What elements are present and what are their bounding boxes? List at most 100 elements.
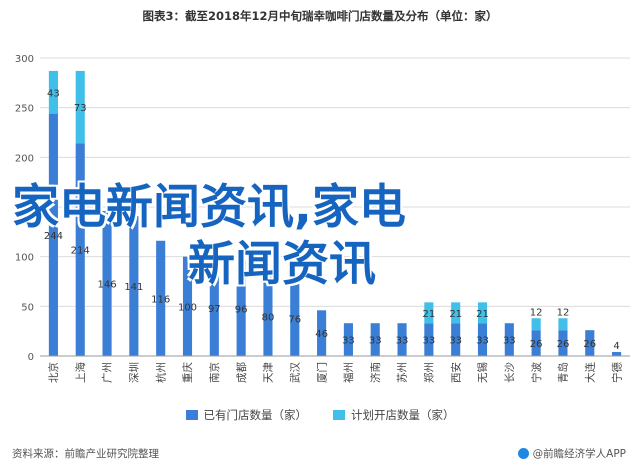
- bar-existing: [451, 323, 461, 356]
- data-label-existing: 26: [530, 339, 543, 350]
- x-tick-label: 无锡: [476, 362, 489, 383]
- bar-existing: [236, 260, 246, 356]
- data-label-existing: 26: [557, 339, 570, 350]
- y-tick-label: 0: [28, 352, 34, 363]
- x-tick-label: 杭州: [154, 362, 167, 383]
- legend: 已有门店数量（家） 计划开店数量（家）: [0, 407, 640, 423]
- data-label-planned: 43: [47, 88, 60, 99]
- x-tick-label: 郑州: [423, 362, 436, 383]
- data-label-planned: 12: [557, 307, 570, 318]
- x-tick-label: 天津: [263, 362, 275, 383]
- bar-existing: [290, 280, 300, 356]
- x-tick-label: 深圳: [129, 362, 141, 383]
- x-axis: 北京 上海 广州 深圳 杭州 重庆 南京 成都 天津 武汉 厦门 福州 济南 苏州 郑州 西安 无锡 长沙 宁波 青岛…: [47, 362, 623, 383]
- data-label-existing: 244: [44, 231, 63, 242]
- x-tick-label: 宁德: [610, 362, 623, 383]
- bar-existing: [182, 256, 193, 356]
- bar-planned: [424, 302, 434, 324]
- legend-item-planned: 计划开店数量（家）: [333, 407, 455, 423]
- data-label-existing: 116: [151, 294, 170, 305]
- chart-title: 图表3：截至2018年12月中旬瑞幸咖啡门店数量及分布（单位：家）: [142, 9, 498, 23]
- data-label-existing: 33: [369, 336, 382, 347]
- legend-swatch-existing: [185, 410, 198, 420]
- data-label-existing: 76: [288, 314, 301, 325]
- legend-label-planned: 计划开店数量（家）: [351, 408, 455, 422]
- x-tick-label: 广州: [102, 362, 114, 383]
- data-label-existing: 4: [613, 341, 619, 352]
- bar-existing: [209, 259, 219, 356]
- data-label-planned: 73: [74, 103, 87, 114]
- data-label-existing: 146: [97, 279, 116, 290]
- data-label-existing: 100: [178, 302, 197, 313]
- bar-existing: [612, 352, 622, 356]
- brand-credit: @前瞻经济学人APP: [517, 446, 626, 461]
- y-tick-label: 150: [15, 203, 34, 214]
- x-tick-label: 武汉: [288, 362, 301, 383]
- bar-existing: [504, 323, 514, 356]
- x-tick-label: 青岛: [557, 362, 570, 383]
- brand-label: @前瞻经济学人APP: [532, 448, 626, 460]
- y-tick-label: 200: [15, 153, 34, 164]
- data-label-planned: 21: [476, 309, 489, 320]
- x-tick-label: 重庆: [181, 362, 194, 383]
- legend-swatch-planned: [333, 410, 345, 420]
- bar-existing: [263, 276, 273, 356]
- x-tick-label: 福州: [342, 362, 355, 383]
- data-label-existing: 46: [315, 329, 328, 340]
- bars: [48, 70, 622, 356]
- bar-existing: [48, 113, 58, 356]
- overlay-text-line-2: 新闻资讯: [188, 237, 376, 292]
- data-label-existing: 33: [342, 336, 355, 347]
- bar-existing: [477, 323, 488, 356]
- bar-existing: [585, 330, 595, 356]
- data-label-existing: 33: [422, 336, 435, 347]
- bar-existing: [156, 240, 166, 356]
- bar-existing: [75, 143, 85, 356]
- x-tick-label: 西安: [449, 362, 462, 383]
- bar-planned: [531, 318, 541, 331]
- x-tick-label: 长沙: [504, 362, 516, 383]
- data-label-planned: 12: [530, 307, 543, 318]
- x-tick-label: 苏州: [396, 362, 409, 383]
- bar-existing: [397, 323, 407, 356]
- x-tick-label: 厦门: [315, 362, 328, 383]
- bar-existing: [102, 210, 112, 356]
- bar-planned: [558, 318, 568, 331]
- data-label-existing: 33: [503, 336, 516, 347]
- x-tick-label: 南京: [208, 362, 221, 383]
- brand-logo-icon: [517, 448, 529, 459]
- bar-planned: [477, 302, 488, 324]
- source-note: 资料来源：前瞻产业研究院整理: [12, 448, 159, 460]
- bar-existing: [424, 323, 434, 356]
- y-tick-label: 100: [15, 253, 34, 264]
- legend-label-existing: 已有门店数量（家）: [203, 408, 308, 422]
- x-tick-label: 宁波: [530, 362, 543, 383]
- x-tick-label: 北京: [47, 362, 60, 383]
- data-label-existing: 97: [208, 304, 221, 315]
- x-tick-label: 上海: [74, 362, 87, 383]
- x-tick-label: 大连: [583, 362, 596, 383]
- x-tick-label: 济南: [369, 362, 382, 383]
- bar-planned: [75, 70, 85, 144]
- overlay-text-line-1: 家电新闻资讯,家电: [12, 180, 406, 235]
- y-tick-label: 250: [15, 104, 34, 115]
- bar-existing: [129, 215, 139, 356]
- data-label-existing: 80: [262, 312, 275, 323]
- bar-existing: [531, 330, 541, 356]
- y-tick-label: 300: [15, 54, 34, 65]
- y-tick-label: 50: [21, 302, 34, 313]
- bar-existing: [558, 330, 568, 356]
- data-label-existing: 33: [476, 336, 489, 347]
- bar-planned: [48, 70, 58, 114]
- bar-planned: [451, 302, 461, 324]
- data-label-planned: 21: [449, 309, 462, 320]
- data-label-existing: 33: [396, 336, 409, 347]
- data-label-existing: 214: [71, 246, 90, 257]
- data-label-existing: 141: [124, 282, 143, 293]
- bar-existing: [317, 310, 327, 356]
- data-label-planned: 21: [422, 309, 435, 320]
- y-axis: 0 50 100 150 200 250 300: [15, 54, 630, 363]
- bar-existing: [343, 323, 353, 356]
- legend-item-existing: 已有门店数量（家）: [185, 407, 308, 423]
